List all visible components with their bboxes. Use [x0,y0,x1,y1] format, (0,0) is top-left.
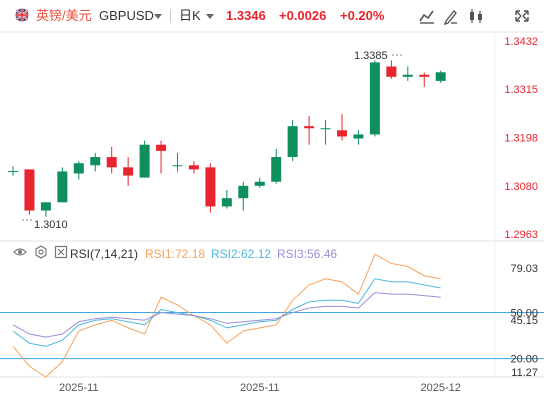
candle-body [40,202,51,211]
last-price: 1.3346 [226,8,266,23]
rsi3-value: RSI3:56.46 [277,247,338,261]
candle[interactable] [369,60,380,137]
price-axis-tick: 1.3315 [504,84,538,96]
chevron-down-icon[interactable] [206,14,214,19]
rsi1-value: RSI1:72.18 [145,247,206,261]
candle[interactable] [254,177,265,188]
candle-body [8,171,18,173]
candle-body [156,144,167,151]
time-axis-tick: 2025-12 [421,382,461,394]
rsi-axis-tick: 79.03 [510,263,538,275]
candle[interactable] [386,60,397,79]
candle[interactable] [205,163,216,213]
rsi-series-line [12,292,441,338]
candle[interactable] [139,140,150,178]
uk-flag-icon [15,8,29,22]
candle-body [57,171,68,203]
high-price-annotation: 1.3385 [354,50,388,62]
rsi-title: RSI(7,14,21) [70,247,139,261]
eye-icon[interactable] [13,245,27,259]
candle-body [337,130,347,137]
candle[interactable] [435,70,446,83]
candle[interactable] [57,167,68,203]
candle[interactable] [238,181,249,211]
candle[interactable] [271,148,282,184]
symbol-selector[interactable]: GBPUSD [99,8,154,23]
candle[interactable] [106,146,117,174]
chevron-down-icon[interactable] [154,14,162,19]
candle-body [139,144,150,178]
price-axis-tick: 1.3198 [504,132,538,144]
candle-body [188,165,199,170]
close-icon[interactable] [54,245,68,259]
candle[interactable] [353,130,364,145]
price-axis-tick: 1.3080 [504,181,538,193]
candle[interactable] [40,202,51,217]
candle[interactable] [123,157,134,186]
candle[interactable] [8,166,18,176]
candle-body [353,134,364,139]
draw-icon[interactable] [441,7,461,25]
rsi-axis-tick: 20.00 [510,354,538,366]
chart-toolbar: 英镑/美元 GBPUSD 日K 1.3346 +0.0026 +0.20% [0,0,544,32]
candle-body [320,128,331,130]
candle-body [304,126,315,129]
price-axis-tick: 1.2963 [504,229,538,241]
candle[interactable] [73,161,84,180]
rsi-series-line [12,278,441,347]
chart-style-icon[interactable] [417,7,437,25]
candle[interactable] [188,161,199,174]
time-axis-tick: 2025-11 [240,382,280,394]
candle-body [271,157,282,182]
candle[interactable] [304,115,315,145]
rsi-series-line [12,253,441,378]
candle-body [386,66,397,77]
candle-body [402,74,413,77]
low-price-annotation: 1.3010 [34,219,68,231]
rsi-axis-tick: 50.00 [510,308,538,320]
candle-body [221,198,232,207]
price-axis-tick: 1.3432 [504,36,538,48]
candle-body [369,62,380,135]
candle-body [90,157,101,166]
candle[interactable] [24,169,35,215]
candle-body [419,74,430,77]
candle-body [254,181,265,186]
price-change: +0.0026 [279,8,327,23]
candle[interactable] [221,189,232,209]
candle[interactable] [402,66,413,81]
candle[interactable] [156,140,167,174]
divider [170,9,171,23]
time-axis-tick: 2025-11 [59,382,99,394]
candle-body [238,185,249,199]
price-change-percent: +0.20% [340,8,385,23]
candle-body [24,169,35,211]
candle[interactable] [337,113,347,141]
indicator-icon[interactable] [466,7,486,25]
pair-name: 英镑/美元 [36,8,92,23]
candle[interactable] [320,120,331,145]
candle-body [106,157,117,168]
candle[interactable] [287,120,298,162]
candle-body [123,167,134,176]
candle[interactable] [419,72,430,88]
rsi-axis-tick: 45.15 [510,315,538,327]
settings-icon[interactable] [34,245,48,259]
rsi-axis-tick: 11.27 [511,367,538,379]
candle[interactable] [172,152,183,172]
fullscreen-icon[interactable] [512,7,532,25]
candle-body [435,72,446,81]
candle-body [287,126,298,158]
candle-body [205,167,216,207]
candle-body [73,163,84,174]
timeframe-selector[interactable]: 日K [179,8,201,23]
candle[interactable] [90,152,101,172]
rsi2-value: RSI2:62.12 [211,247,272,261]
candle-body [172,165,183,167]
